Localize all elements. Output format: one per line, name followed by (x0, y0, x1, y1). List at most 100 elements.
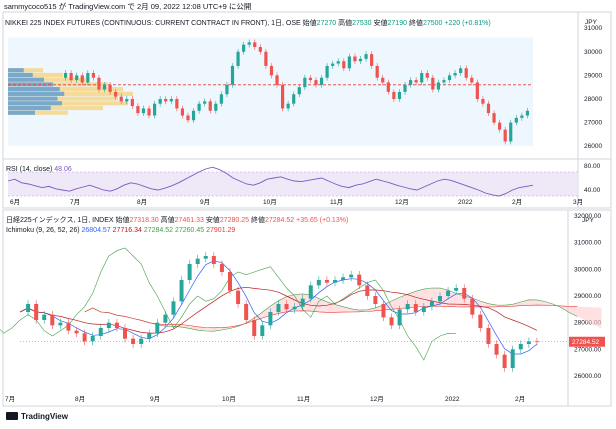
top-candle (447, 75, 452, 81)
bottom-high-label: 高値 (160, 217, 175, 224)
bottom-candle (236, 290, 241, 304)
top-chart-title: NIKKEI 225 INDEX FUTURES (CONTINUOUS: CU… (5, 18, 491, 28)
top-candle (203, 101, 207, 104)
bottom-candle (373, 296, 378, 304)
top-candle (436, 82, 440, 90)
bottom-chart-title: 日経225インデックス, 1日, INDEX 始値27318.30 高値2746… (6, 215, 348, 225)
top-x-tick-label: 3月 (573, 198, 583, 206)
rsi-y-tick-label: 40.00 (584, 187, 601, 194)
top-candle (114, 91, 118, 97)
bottom-candle (333, 280, 337, 283)
bottom-candle (131, 338, 136, 344)
volume-profile-bar-up (8, 110, 35, 115)
bottom-open: 27318.30 (129, 217, 159, 224)
bottom-candle (365, 285, 370, 296)
top-candle (219, 94, 223, 104)
volume-profile-bar-up (8, 68, 24, 73)
top-candle (69, 73, 73, 81)
bottom-candle (139, 338, 144, 344)
top-candle (459, 68, 463, 74)
bottom-candle (123, 328, 127, 339)
top-candle (164, 98, 168, 102)
bottom-candle (308, 285, 313, 299)
bottom-close-label: 終値 (250, 217, 265, 224)
top-candle (108, 84, 112, 92)
bottom-candle (211, 256, 216, 264)
top-candle (464, 68, 468, 78)
bottom-x-tick-label: 8月 (75, 395, 85, 403)
top-candle (242, 44, 246, 52)
top-candle (420, 73, 424, 83)
top-candle (475, 82, 479, 99)
rsi-band (8, 172, 578, 196)
bottom-candle (284, 304, 289, 310)
bottom-candle (171, 301, 176, 315)
top-y-tick-label: 29000 (584, 72, 602, 79)
top-candle (247, 42, 251, 45)
top-y-tick-label: 27000 (584, 120, 602, 127)
top-x-tick-label: 11月 (330, 198, 343, 206)
price-tag-label: 27284.52 (572, 339, 599, 346)
top-candle (253, 42, 257, 48)
bottom-candle (421, 306, 426, 312)
bottom-y-tick-label: 31000.00 (574, 240, 601, 247)
top-candle (180, 108, 185, 116)
top-candle (119, 96, 123, 102)
bottom-candle (502, 354, 507, 368)
top-candle (408, 80, 413, 85)
top-y-tick-label: 30000 (584, 49, 602, 56)
top-candle (498, 122, 502, 130)
bottom-candle (357, 274, 362, 286)
bottom-candle (413, 304, 418, 312)
top-candle (208, 101, 212, 111)
ichimoku-spanA-value: 27260.45 (174, 227, 205, 234)
bottom-candle (106, 322, 111, 328)
top-candle (169, 98, 173, 102)
bottom-x-tick-label: 2022 (445, 396, 460, 403)
top-candle (397, 91, 402, 99)
top-candle (175, 98, 179, 109)
bottom-candle (462, 288, 467, 299)
top-y-tick-label: 28000 (584, 96, 602, 103)
top-candle (453, 73, 457, 76)
rsi-line (7, 166, 534, 197)
top-candle (392, 91, 396, 99)
top-candle (130, 98, 134, 107)
price-tag-bg (569, 336, 605, 347)
top-candle (514, 117, 518, 123)
bottom-candle (292, 306, 297, 310)
top-candle (197, 103, 201, 111)
top-candle (370, 54, 374, 66)
top-candle (214, 103, 218, 111)
volume-profile-bar (8, 77, 88, 82)
bottom-candle (438, 296, 442, 302)
top-candle (492, 113, 496, 123)
bottom-y-tick-label: 28000.00 (574, 320, 601, 327)
top-candle (280, 84, 285, 109)
top-x-tick-label: 2022 (458, 199, 473, 206)
bottom-candle (50, 314, 55, 326)
top-x-tick-label: 6月 (10, 198, 20, 206)
volume-profile-bar-up (8, 96, 58, 101)
bottom-candle (446, 290, 451, 296)
top-low-label: 安値 (373, 20, 388, 27)
bottom-candle (276, 304, 281, 312)
top-x-tick-label: 12月 (395, 198, 409, 206)
bottom-candle (90, 336, 95, 342)
bottom-candle (518, 344, 523, 350)
top-candle (158, 98, 162, 104)
bottom-x-tick-label: 2月 (515, 395, 525, 403)
top-candle (520, 115, 524, 118)
brand-name: TradingView (21, 412, 68, 421)
bottom-candle (300, 298, 305, 307)
top-x-tick-label: 7月 (70, 198, 80, 206)
top-candle (147, 108, 151, 116)
top-candle (230, 65, 235, 85)
top-change: +220 (+0.81%) (444, 20, 491, 27)
bottom-x-tick-label: 7月 (5, 395, 15, 403)
bottom-candle (98, 328, 103, 336)
bottom-candle (510, 349, 515, 368)
bottom-x-tick-label: 9月 (150, 395, 160, 403)
top-candle (225, 84, 229, 95)
